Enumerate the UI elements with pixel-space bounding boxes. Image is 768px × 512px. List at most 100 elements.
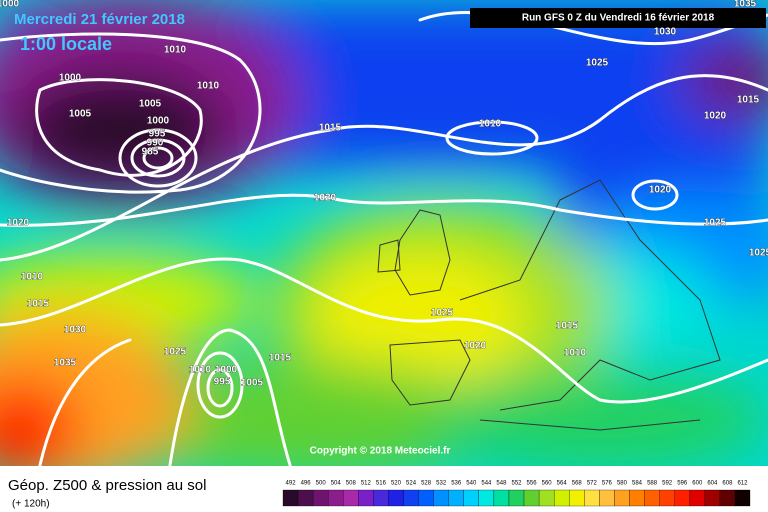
colorbar-swatch bbox=[388, 489, 404, 507]
colorbar-tick-label: 556 bbox=[527, 481, 538, 487]
colorbar-swatch bbox=[629, 489, 645, 507]
colorbar-tick-label: 524 bbox=[406, 481, 417, 487]
colorbar-swatch bbox=[644, 489, 660, 507]
colorbar-tick-label: 504 bbox=[331, 481, 342, 487]
colorbar-swatch bbox=[358, 489, 374, 507]
colorbar-tick-label: 592 bbox=[662, 481, 673, 487]
isobar-labels: 1000101010001010100510051000995990985101… bbox=[0, 0, 768, 389]
colorbar-tick-label: 588 bbox=[647, 481, 658, 487]
colorbar-swatch bbox=[282, 489, 299, 507]
colorbar-swatch bbox=[312, 489, 329, 507]
isobar-label: 1020 bbox=[7, 218, 30, 229]
colorbar-tick-label: 508 bbox=[346, 481, 357, 487]
colorbar-tick-label: 564 bbox=[557, 481, 568, 487]
colorbar-swatch bbox=[689, 489, 705, 507]
isobar-label: 1015 bbox=[737, 95, 760, 106]
colorbar-tick-label: 596 bbox=[677, 481, 688, 487]
colorbar-tick-label: 512 bbox=[361, 481, 372, 487]
colorbar-swatch bbox=[523, 489, 540, 507]
isobar-label: 995 bbox=[149, 129, 166, 140]
isobar-label: 1030 bbox=[654, 27, 677, 38]
colorbar-swatch bbox=[418, 489, 434, 507]
isobar-label: 1000 bbox=[147, 116, 170, 127]
isobar-label: 1020 bbox=[649, 185, 672, 196]
colorbar-tick-label: 584 bbox=[632, 481, 643, 487]
colorbar-tick-label: 516 bbox=[376, 481, 387, 487]
colorbar-tick-label: 600 bbox=[692, 481, 703, 487]
legend-title: Géop. Z500 & pression au sol bbox=[8, 477, 206, 494]
colorbar-tick-label: 604 bbox=[707, 481, 718, 487]
isobar-label: 1020 bbox=[704, 111, 727, 122]
field bbox=[0, 0, 768, 466]
colorbar-swatch bbox=[403, 489, 419, 507]
isobar-label: 1020 bbox=[464, 341, 487, 352]
isobar-label: 1015 bbox=[556, 321, 579, 332]
isobar-label: 1025 bbox=[704, 218, 727, 229]
isobar-label: 1010 bbox=[189, 365, 212, 376]
colorbar-swatch bbox=[297, 489, 314, 507]
isobar-label: 1010 bbox=[197, 81, 220, 92]
colorbar-tick-label: 612 bbox=[737, 481, 748, 487]
colorbar-swatch bbox=[448, 489, 464, 507]
colorbar-tick-label: 544 bbox=[481, 481, 492, 487]
isobar-label: 1005 bbox=[241, 378, 264, 389]
isobar-label: 1005 bbox=[139, 99, 162, 110]
isobar-label: 1010 bbox=[564, 348, 587, 359]
isobar-label: 1000 bbox=[59, 73, 82, 84]
colorbar-swatch bbox=[674, 489, 690, 507]
colorbar-swatch bbox=[508, 489, 525, 507]
colorbar-swatch bbox=[584, 489, 600, 507]
coastlines bbox=[377, 179, 721, 431]
run-box bbox=[470, 8, 766, 28]
isobar-label: 1035 bbox=[734, 0, 757, 10]
colorbar-swatch bbox=[704, 489, 721, 507]
isobar-label: 1010 bbox=[164, 45, 187, 56]
colorbar-tick-label: 608 bbox=[722, 481, 733, 487]
colorbar-tick-label: 568 bbox=[572, 481, 583, 487]
colorbar-tick-label: 496 bbox=[301, 481, 312, 487]
copyright: Copyright © 2018 Meteociel.fr bbox=[310, 446, 451, 457]
isobar-label: 1020 bbox=[314, 193, 337, 204]
isobar-label: 1015 bbox=[27, 299, 50, 310]
isobar-label: 1025 bbox=[749, 248, 768, 259]
colorbar-swatch bbox=[463, 489, 479, 507]
isobar-label: 1005 bbox=[69, 109, 92, 120]
isobar-label: 1025 bbox=[586, 58, 609, 69]
isobar-label: 1030 bbox=[64, 325, 87, 336]
colorbar-swatch bbox=[659, 489, 675, 507]
colorbar-swatch bbox=[599, 489, 615, 507]
colorbar-tick-label: 560 bbox=[542, 481, 553, 487]
colorbar-tick-label: 572 bbox=[587, 481, 598, 487]
date: Mercredi 21 février 2018 bbox=[14, 11, 185, 28]
colorbar-tick-label: 532 bbox=[436, 481, 447, 487]
isobar-label: 1010 bbox=[479, 119, 502, 130]
colorbar-tick-label: 492 bbox=[286, 481, 297, 487]
colorbar-tick-label: 500 bbox=[316, 481, 327, 487]
colorbar-swatch bbox=[734, 489, 751, 507]
isobar-label: 1025 bbox=[431, 308, 454, 319]
colorbar-swatch bbox=[478, 489, 495, 507]
time: 1:00 locale bbox=[20, 34, 112, 54]
colorbar-tick-label: 540 bbox=[466, 481, 477, 487]
colorbar-tick-label: 552 bbox=[511, 481, 522, 487]
isobar-label: 995 bbox=[214, 377, 231, 388]
isobar-label: 1025 bbox=[164, 347, 187, 358]
colorbar-swatch bbox=[719, 489, 736, 507]
colorbar-swatch bbox=[373, 489, 389, 507]
colorbar: 492 496 500 504 508 512 516 520 524 528 532 536 540 5… bbox=[282, 481, 751, 507]
isobar-label: 990 bbox=[147, 138, 164, 149]
colorbar-swatch bbox=[569, 489, 585, 507]
colorbar-swatch bbox=[433, 489, 449, 507]
colorbar-tick-label: 520 bbox=[391, 481, 402, 487]
isobar-label: 985 bbox=[142, 147, 159, 158]
colorbar-tick-label: 536 bbox=[451, 481, 462, 487]
isobar-label: 1015 bbox=[269, 353, 292, 364]
isobar-label: 1000 bbox=[0, 0, 20, 10]
legend-subtitle: (+ 120h) bbox=[12, 499, 50, 510]
colorbar-swatch bbox=[538, 489, 555, 507]
colorbar-tick-label: 528 bbox=[421, 481, 432, 487]
isobar-label: 1035 bbox=[54, 358, 77, 369]
colorbar-swatch bbox=[493, 489, 510, 507]
colorbar-tick-label: 576 bbox=[602, 481, 613, 487]
